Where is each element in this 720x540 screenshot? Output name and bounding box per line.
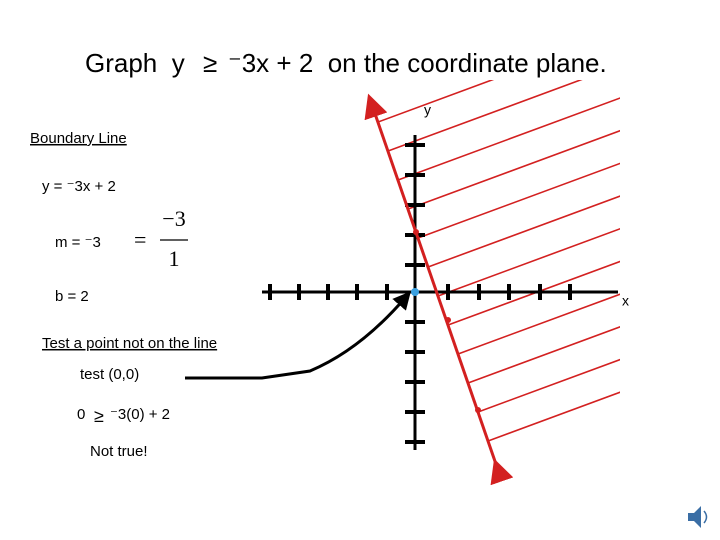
hatch-line	[407, 129, 620, 210]
coordinate-axes	[262, 135, 618, 450]
point	[413, 229, 419, 235]
intercept: b = 2	[55, 288, 89, 305]
test-symbol: ≥	[94, 406, 104, 426]
hatch-line	[427, 195, 620, 268]
hatch-line	[447, 260, 620, 326]
x-axis-label: x	[622, 293, 629, 309]
test-point: test (0,0)	[80, 366, 139, 383]
origin-point	[411, 288, 419, 296]
hatch-line	[457, 293, 620, 355]
hatch-line	[487, 391, 620, 442]
speaker-icon	[688, 506, 708, 528]
hatch-line	[437, 227, 620, 297]
y-axis-label: y	[424, 102, 431, 118]
note-heading: Boundary Line	[30, 130, 127, 147]
point	[445, 317, 451, 323]
equation: y = ⁻3x + 2	[42, 178, 116, 195]
title-symbol: ≥	[203, 48, 217, 78]
point	[475, 407, 481, 413]
shading	[377, 80, 620, 442]
test-lhs: 0	[77, 406, 85, 423]
hatch-line	[417, 162, 620, 239]
fraction-equals: =	[134, 227, 146, 252]
slope: m = ⁻3	[55, 234, 101, 251]
hatch-line	[397, 97, 620, 181]
pointer-arrow	[185, 291, 411, 380]
title-rest: ⁻3x + 2 on the coordinate plane.	[228, 48, 607, 78]
test-rhs: ⁻3(0) + 2	[110, 406, 170, 423]
verdict: Not true!	[90, 443, 148, 460]
denominator: 1	[169, 246, 180, 271]
hatch-line	[477, 358, 620, 413]
title-lead: Graph y	[85, 48, 185, 78]
test-heading: Test a point not on the line	[42, 335, 217, 352]
numerator: −3	[162, 206, 185, 231]
